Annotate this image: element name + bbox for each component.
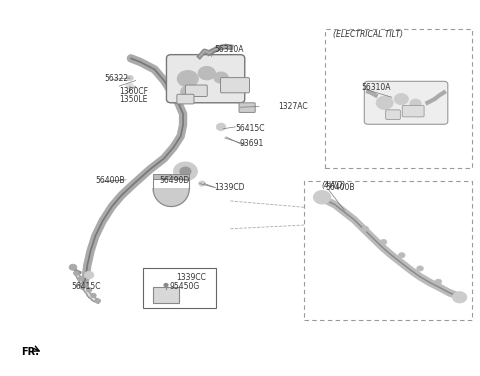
Text: (ELECTRICAL TILT): (ELECTRICAL TILT)	[333, 30, 403, 39]
Text: 56415C: 56415C	[72, 282, 101, 291]
Circle shape	[313, 191, 331, 204]
Circle shape	[126, 83, 134, 89]
Circle shape	[198, 67, 216, 80]
Circle shape	[127, 75, 133, 80]
Circle shape	[362, 226, 369, 231]
FancyBboxPatch shape	[402, 105, 424, 117]
Text: 1350LE: 1350LE	[119, 96, 147, 104]
Circle shape	[199, 181, 205, 186]
Circle shape	[86, 288, 92, 292]
Text: 56322: 56322	[105, 74, 129, 83]
Circle shape	[453, 292, 467, 303]
Circle shape	[180, 167, 191, 176]
Circle shape	[435, 279, 442, 284]
Text: 95450G: 95450G	[170, 282, 200, 291]
Circle shape	[223, 79, 235, 89]
Text: 56400B: 56400B	[325, 183, 355, 193]
Circle shape	[164, 284, 168, 287]
Circle shape	[78, 276, 84, 281]
Circle shape	[73, 271, 79, 276]
Circle shape	[216, 123, 226, 130]
Circle shape	[69, 264, 77, 270]
Circle shape	[178, 71, 198, 87]
FancyBboxPatch shape	[153, 174, 189, 179]
Text: FR.: FR.	[21, 347, 39, 357]
Circle shape	[174, 162, 197, 180]
Text: 56400B: 56400B	[96, 176, 125, 185]
FancyBboxPatch shape	[185, 85, 207, 97]
FancyBboxPatch shape	[239, 103, 255, 112]
FancyBboxPatch shape	[177, 94, 194, 104]
Circle shape	[91, 293, 96, 298]
FancyBboxPatch shape	[385, 110, 400, 120]
Text: 56415C: 56415C	[235, 124, 265, 133]
Circle shape	[82, 282, 88, 287]
Circle shape	[410, 99, 421, 108]
Text: 56310A: 56310A	[214, 45, 243, 54]
FancyBboxPatch shape	[220, 77, 250, 93]
Text: 93691: 93691	[240, 139, 264, 148]
Circle shape	[95, 299, 100, 303]
Text: 1339CD: 1339CD	[214, 183, 244, 193]
Circle shape	[380, 240, 387, 244]
Text: (4WD): (4WD)	[322, 180, 346, 190]
FancyBboxPatch shape	[153, 287, 179, 303]
Circle shape	[398, 253, 405, 258]
Polygon shape	[153, 189, 189, 206]
Text: 1327AC: 1327AC	[278, 102, 308, 111]
FancyBboxPatch shape	[364, 81, 448, 124]
Circle shape	[214, 72, 228, 83]
Text: 1339CC: 1339CC	[176, 273, 206, 282]
Text: 56310A: 56310A	[361, 83, 391, 92]
Circle shape	[394, 94, 408, 105]
Circle shape	[376, 96, 393, 109]
Circle shape	[180, 86, 195, 97]
Circle shape	[84, 271, 94, 279]
Text: 1360CF: 1360CF	[119, 87, 148, 96]
Circle shape	[417, 266, 423, 271]
Text: 56490D: 56490D	[159, 176, 190, 185]
FancyBboxPatch shape	[167, 55, 245, 103]
